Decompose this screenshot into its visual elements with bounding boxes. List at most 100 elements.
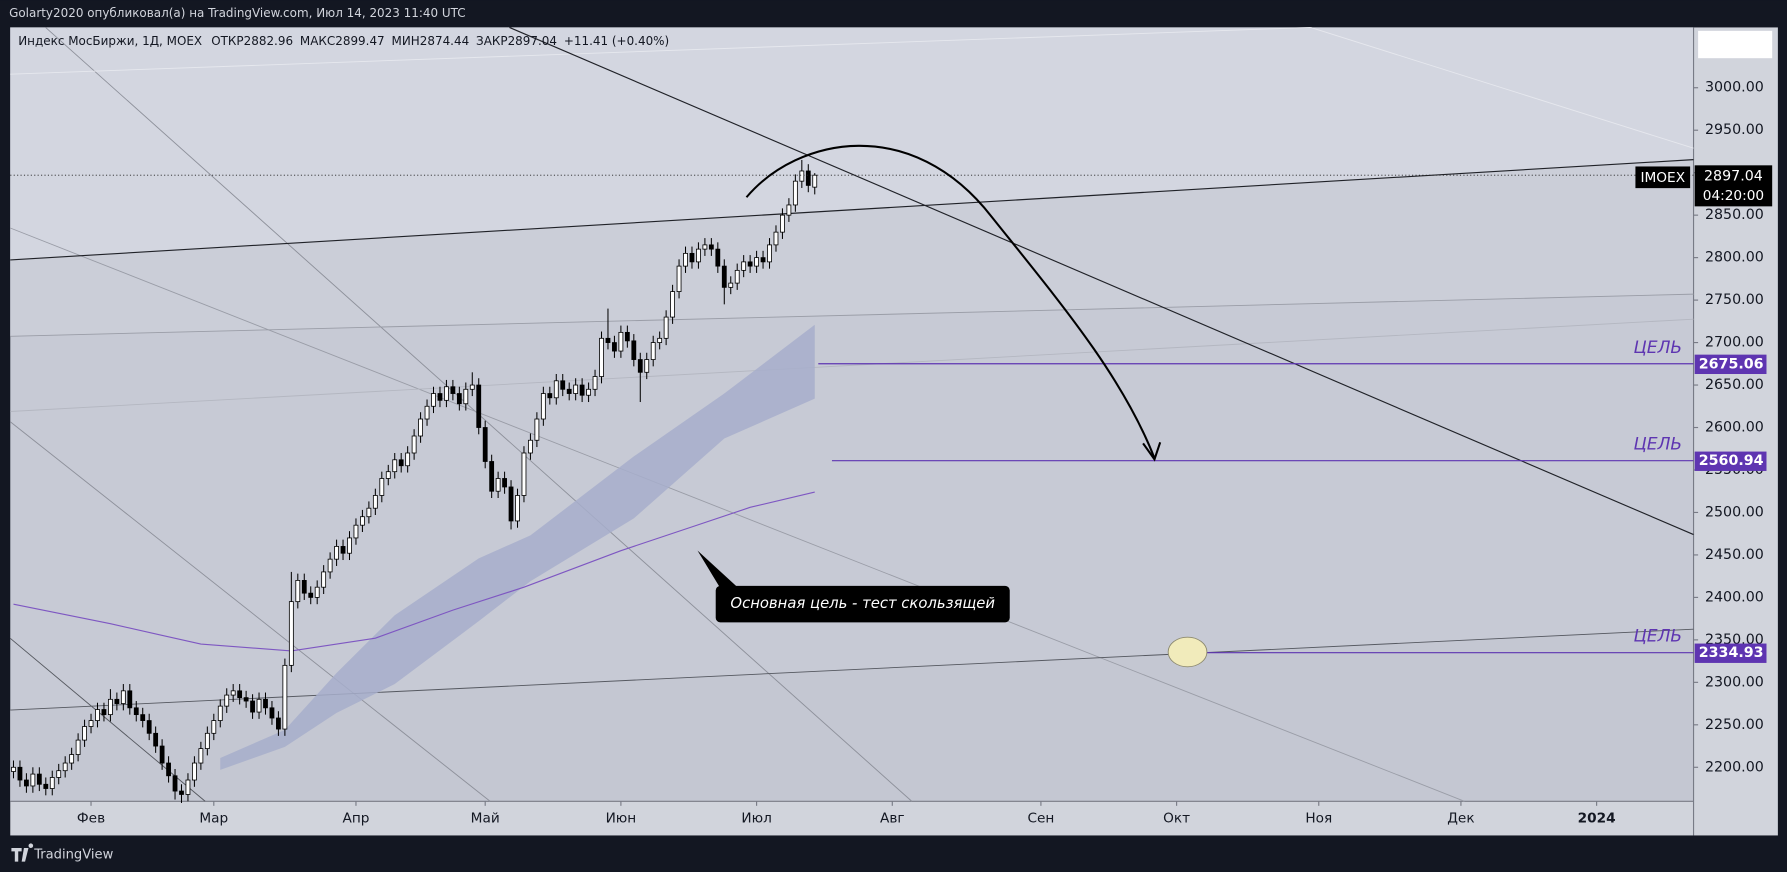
candle-body	[495, 478, 501, 492]
candle-body	[379, 478, 385, 496]
candle-body	[605, 337, 611, 343]
target-label: ЦЕЛЬ	[1634, 435, 1683, 455]
symbol-tag	[1635, 166, 1691, 189]
candle-body	[392, 459, 398, 473]
ohlc-label: МИН	[392, 34, 420, 48]
candle-body	[540, 393, 546, 420]
candle-body	[243, 697, 249, 702]
candle-body	[463, 388, 469, 405]
y-tick-label: 2200.00	[1705, 759, 1764, 775]
candle-body	[295, 580, 301, 603]
candle-body	[450, 386, 456, 394]
candle-body	[398, 459, 404, 467]
candle-body	[476, 384, 482, 428]
y-tick-label: 2650.00	[1705, 377, 1764, 393]
last-price: 2897.04	[1704, 169, 1763, 185]
ohlc-value: 2874.44	[420, 34, 469, 48]
price-axis-bg	[1693, 27, 1778, 836]
candle-body	[411, 435, 417, 454]
candle-body	[120, 690, 126, 704]
last-price-box	[1694, 165, 1773, 207]
target-label: ЦЕЛЬ	[1634, 627, 1683, 647]
candle-body	[689, 252, 695, 263]
trend-line	[9, 421, 491, 802]
x-tick-label: Июн	[606, 810, 637, 826]
y-tick-label: 2850.00	[1705, 207, 1764, 223]
candle-body	[805, 170, 811, 186]
legend-title: Индекс МосБиржи, 1Д, MOEX	[18, 34, 202, 48]
brand: TradingView	[33, 847, 113, 862]
y-tick-label: 2800.00	[1705, 250, 1764, 266]
blank-box	[1698, 30, 1773, 59]
candle-body	[676, 265, 682, 293]
callout-pointer	[697, 550, 739, 589]
candle-body	[637, 359, 643, 373]
candle-body	[489, 461, 495, 492]
candle-body	[405, 452, 411, 467]
candle-body	[696, 248, 701, 263]
candle-body	[321, 571, 327, 588]
publisher: Golarty2020 опубликовал(а) на TradingVie…	[9, 6, 466, 20]
x-tick-label: Фев	[77, 810, 105, 826]
y-tick-label: 3000.00	[1705, 80, 1764, 96]
candle-body	[708, 244, 714, 250]
time-axis-bg	[10, 801, 1694, 836]
change: +11.41 (+0.40%)	[564, 34, 669, 48]
candle-body	[360, 516, 365, 526]
candle-body	[49, 777, 55, 789]
trend-line	[10, 318, 1694, 412]
channel-zone	[10, 159, 1694, 337]
candle-body	[353, 524, 359, 539]
target-value: 2334.93	[1699, 645, 1764, 661]
legend: Индекс МосБиржи, 1Д, MOEX ОТКР2882.96 МАКС…	[18, 34, 669, 48]
candle-body	[159, 745, 165, 764]
candle-body	[418, 418, 423, 437]
x-tick-label: Авг	[880, 810, 905, 826]
y-tick-label: 2950.00	[1705, 122, 1764, 138]
x-tick-label: Апр	[342, 810, 369, 826]
candle-body	[11, 766, 16, 772]
candle-body	[256, 698, 262, 713]
candle-body	[372, 495, 378, 509]
candle-body	[114, 698, 120, 704]
ohlc-label: ОТКР	[211, 34, 243, 48]
candle-body	[515, 495, 520, 522]
candle-body	[62, 762, 68, 772]
candle-body	[385, 471, 391, 479]
x-tick-label: Сен	[1027, 810, 1054, 826]
trend-line	[509, 26, 1694, 536]
candle-body	[153, 732, 159, 747]
candle-body	[773, 231, 779, 246]
candle-body	[657, 337, 663, 343]
trend-line	[1310, 26, 1694, 149]
candle-body	[624, 331, 630, 342]
candle-body	[618, 331, 624, 352]
candle-body	[166, 762, 171, 777]
candle-body	[101, 709, 107, 716]
candle-body	[30, 773, 36, 787]
candle-body	[767, 244, 772, 263]
x-tick-label: 2024	[1578, 810, 1616, 826]
lower-zone	[10, 629, 1694, 802]
candle-body	[521, 452, 527, 496]
candle-body	[334, 546, 339, 560]
candle-body	[534, 418, 540, 441]
y-tick-label: 2250.00	[1705, 717, 1764, 733]
candle-body	[108, 698, 113, 716]
target-tag	[1694, 354, 1767, 375]
candle-body	[734, 269, 740, 284]
candle-body	[17, 766, 23, 781]
candle-body	[650, 342, 656, 360]
candle-body	[631, 340, 637, 360]
candle-body	[456, 393, 462, 405]
candle-body	[683, 252, 688, 267]
candle-body	[301, 580, 307, 594]
candle-body	[224, 694, 230, 707]
forecast-arc	[745, 144, 1156, 459]
candle-body	[366, 507, 372, 518]
candle-body	[747, 261, 753, 267]
trend-line	[10, 293, 1694, 337]
candle-body	[192, 762, 197, 781]
y-tick-label: 2600.00	[1705, 420, 1764, 436]
